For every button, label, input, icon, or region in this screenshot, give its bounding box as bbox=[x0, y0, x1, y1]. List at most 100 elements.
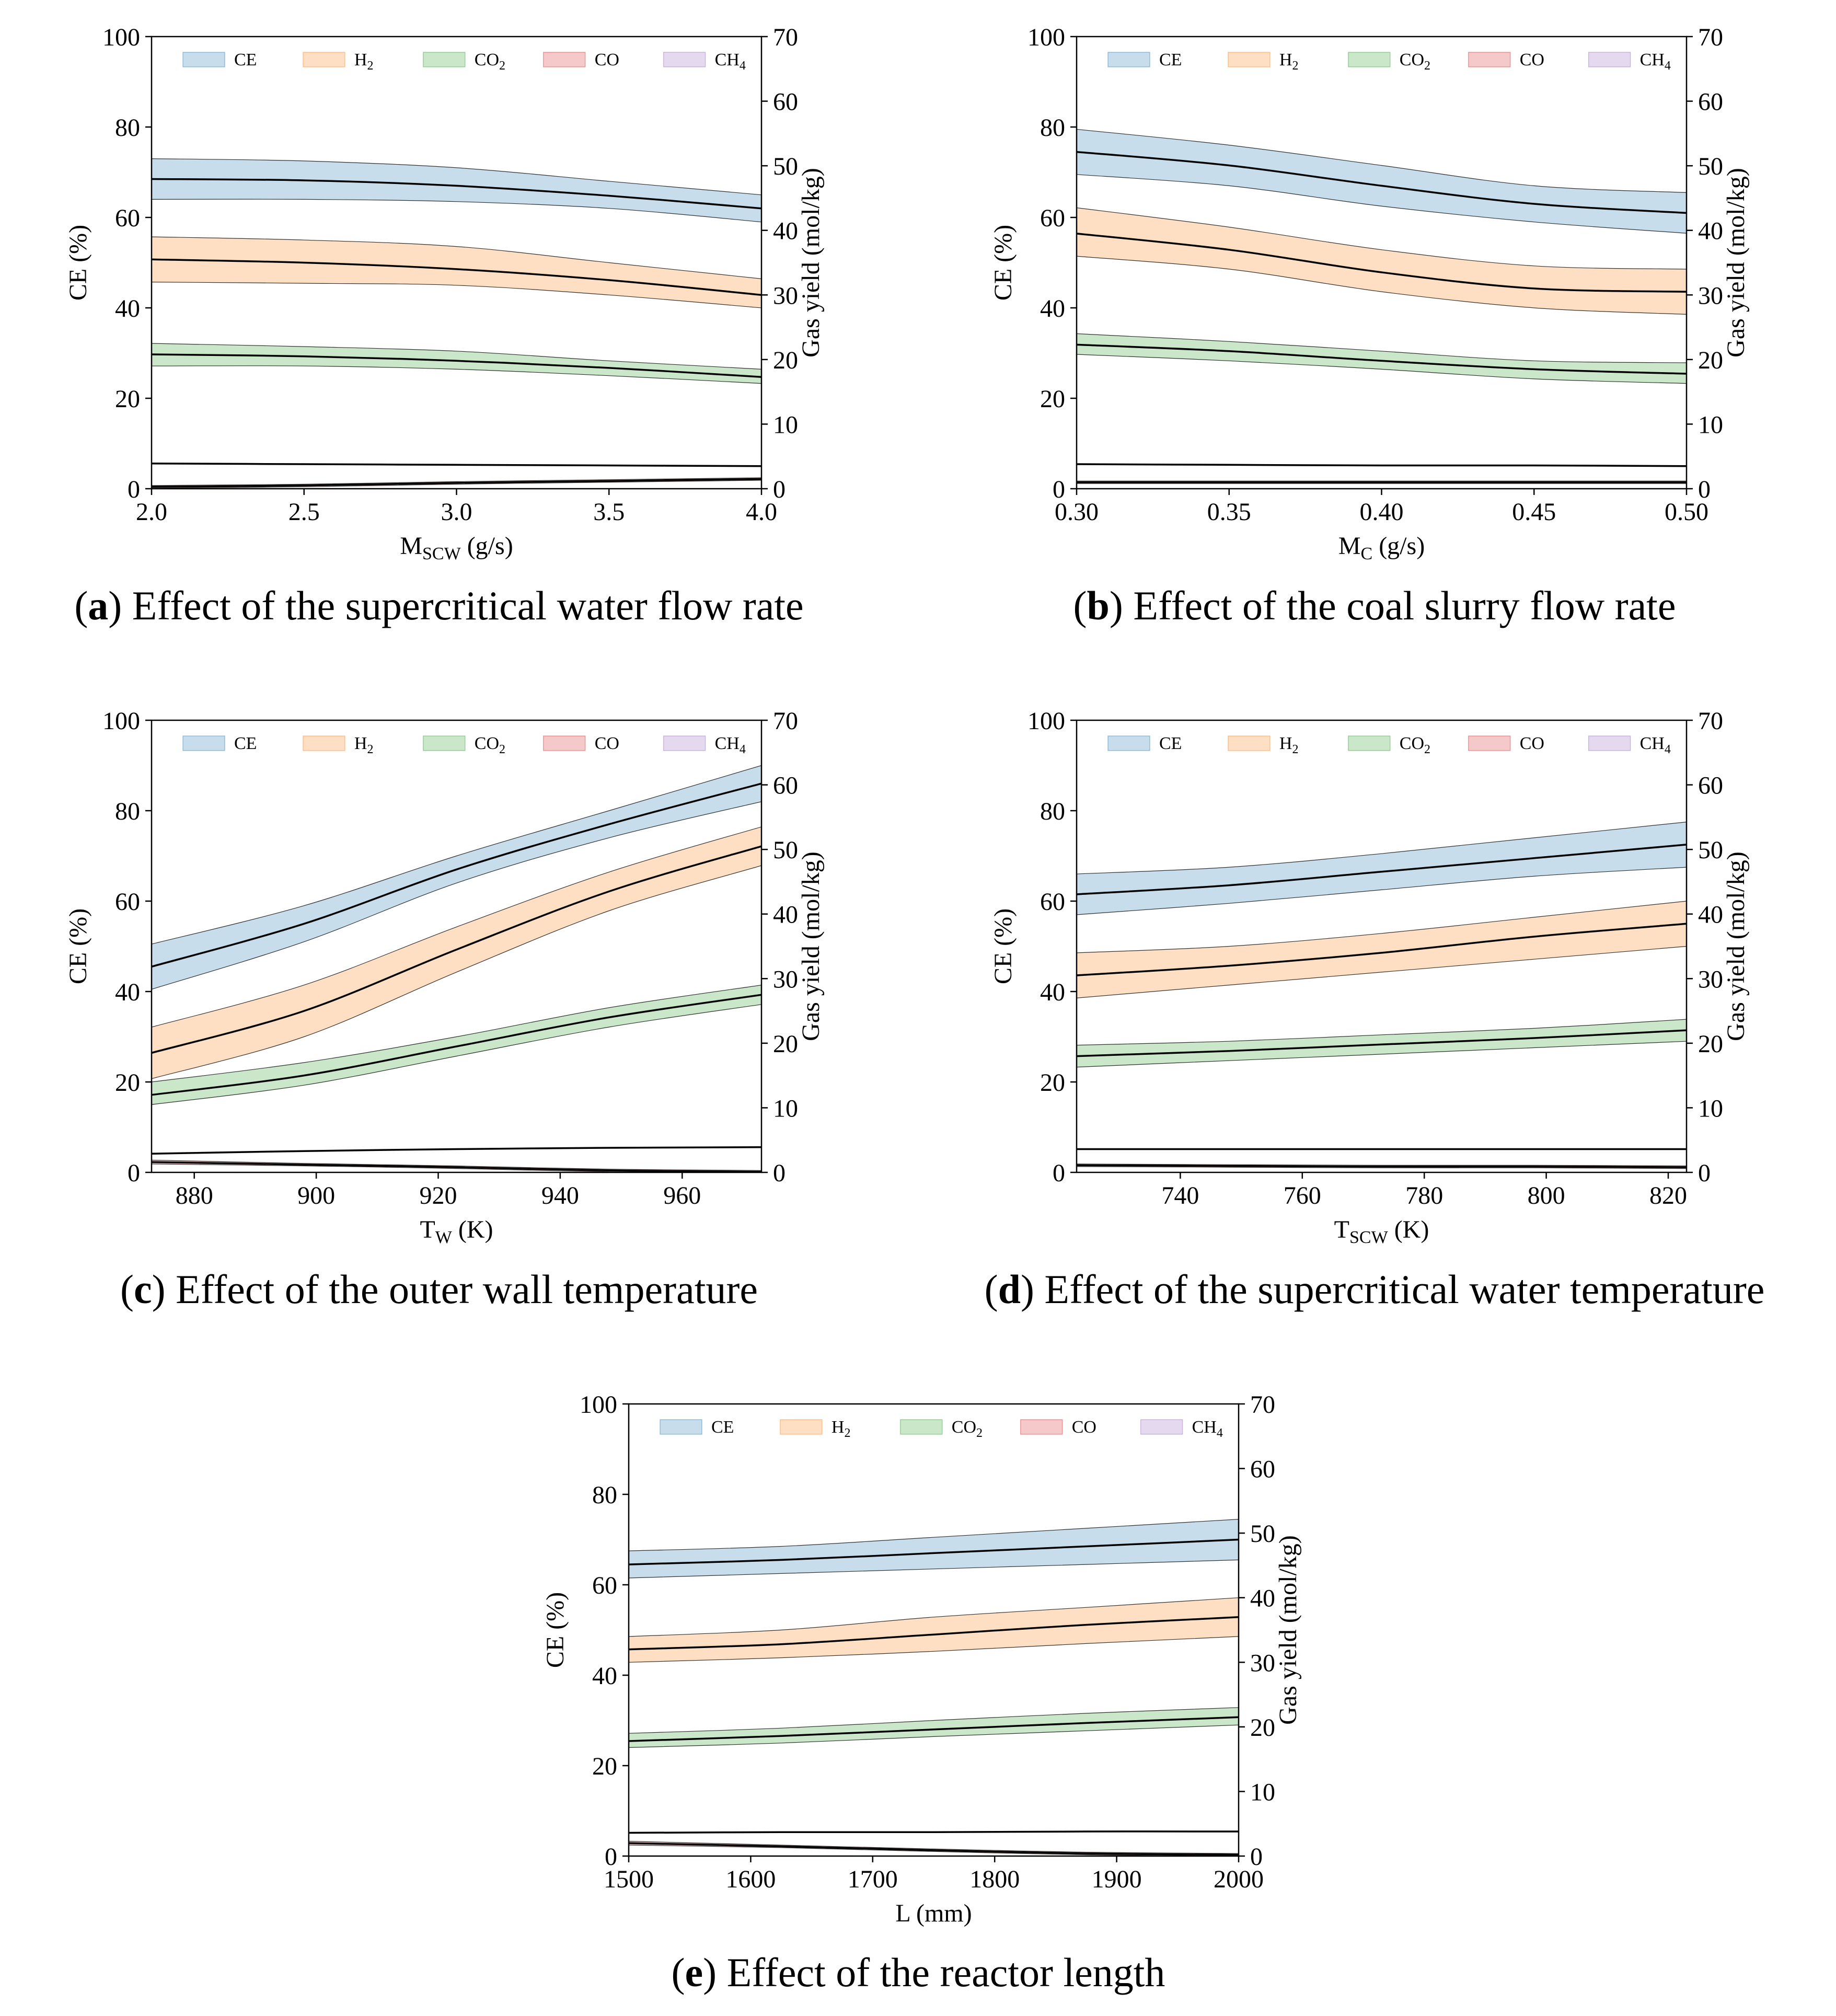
x-axis-label: TW (K) bbox=[420, 1216, 493, 1247]
legend: CE H2​ CO2​ CO CH4​ bbox=[1107, 50, 1671, 73]
x-tick-label: 2000 bbox=[1214, 1865, 1264, 1893]
y-right-tick-label: 20 bbox=[773, 1030, 798, 1058]
mean-line-h2 bbox=[629, 1616, 1239, 1651]
mean-line-ch4 bbox=[152, 463, 761, 467]
y-left-tick-label: 100 bbox=[1027, 24, 1065, 51]
y-right-tick-label: 70 bbox=[1698, 24, 1723, 51]
y-right-tick-label: 30 bbox=[1698, 282, 1723, 309]
x-tick-label: 2.5 bbox=[288, 498, 320, 526]
y-right-tick-label: 40 bbox=[1698, 217, 1723, 245]
y-right-tick-label: 60 bbox=[1698, 772, 1723, 800]
legend-label: H2​ bbox=[354, 50, 374, 73]
band-lower-h2 bbox=[629, 1636, 1239, 1663]
band-upper-co bbox=[1077, 1163, 1687, 1167]
y-right-tick-label: 30 bbox=[773, 282, 798, 309]
y-left-tick-label: 0 bbox=[1053, 476, 1065, 503]
panel-caption: (b) Effect of the coal slurry flow rate bbox=[1073, 583, 1676, 628]
mean-line-h2 bbox=[1077, 233, 1687, 293]
panel-caption: (e) Effect of the reactor length bbox=[672, 1950, 1165, 1995]
band-h2 bbox=[152, 237, 761, 308]
y-left-tick-label: 40 bbox=[115, 295, 140, 322]
chart-panel-a: 2.0 2.5 3.0 3.5 4.00204060801000102030405060… bbox=[64, 24, 825, 628]
legend-swatch bbox=[182, 52, 225, 67]
y-right-tick-label: 60 bbox=[1250, 1456, 1275, 1483]
x-tick-label: 960 bbox=[663, 1182, 701, 1209]
y-right-tick-label: 10 bbox=[1698, 411, 1723, 439]
band-co2 bbox=[629, 1707, 1239, 1748]
x-tick-label: 940 bbox=[541, 1182, 579, 1209]
y-right-tick-label: 70 bbox=[1250, 1391, 1275, 1419]
x-tick-label: 820 bbox=[1649, 1182, 1687, 1209]
x-tick-label: 920 bbox=[419, 1182, 457, 1209]
legend-label: H2​ bbox=[1279, 734, 1299, 756]
x-tick-label: 4.0 bbox=[746, 498, 777, 526]
legend-label: H2​ bbox=[1279, 50, 1299, 73]
plot-frame bbox=[151, 719, 763, 1173]
band-lower-co bbox=[1077, 1166, 1687, 1169]
band-upper-ce bbox=[1077, 822, 1687, 874]
legend-swatch bbox=[1468, 52, 1511, 67]
x-tick-label: 780 bbox=[1405, 1182, 1443, 1209]
band-co2 bbox=[1077, 1019, 1687, 1067]
band-lower-co2 bbox=[1077, 354, 1687, 384]
band-upper-ce bbox=[629, 1519, 1239, 1551]
legend: CE H2​ CO2​ CO CH4​ bbox=[182, 734, 746, 756]
band-lower-co bbox=[629, 1845, 1239, 1856]
y-left-tick-label: 80 bbox=[592, 1481, 617, 1509]
y-left-tick-label: 20 bbox=[592, 1753, 617, 1780]
mean-line-co2 bbox=[629, 1716, 1239, 1742]
legend-swatch bbox=[1588, 52, 1631, 67]
y-right-tick-label: 10 bbox=[1250, 1778, 1275, 1806]
legend-swatch bbox=[303, 735, 345, 751]
y-right-axis-label: Gas yield (mol/kg) bbox=[797, 851, 825, 1041]
band-upper-co2 bbox=[1077, 333, 1687, 363]
y-right-tick-label: 50 bbox=[773, 836, 798, 864]
legend-swatch bbox=[423, 735, 466, 751]
legend-swatch bbox=[1348, 52, 1391, 67]
y-right-tick-label: 40 bbox=[773, 901, 798, 929]
panel-caption: (c) Effect of the outer wall temperature bbox=[120, 1266, 758, 1312]
mean-line-co bbox=[152, 1161, 761, 1172]
plot-frame bbox=[1076, 719, 1688, 1173]
y-left-axis-label: CE (%) bbox=[64, 908, 92, 984]
mean-line-ce bbox=[152, 782, 761, 968]
y-left-tick-label: 60 bbox=[1040, 204, 1065, 232]
plot-area bbox=[152, 158, 761, 489]
x-axis-label: MC (g/s) bbox=[1338, 532, 1425, 563]
mean-line-co bbox=[629, 1842, 1239, 1856]
legend-label: CE bbox=[234, 50, 257, 70]
x-tick-label: 740 bbox=[1161, 1182, 1199, 1209]
x-axis-label: MSCW (g/s) bbox=[400, 532, 513, 563]
y-left-tick-label: 60 bbox=[115, 888, 140, 916]
legend-label: CO2​ bbox=[475, 50, 505, 73]
y-right-tick-label: 70 bbox=[1698, 707, 1723, 735]
band-lower-ce bbox=[629, 1559, 1239, 1579]
y-right-tick-label: 10 bbox=[773, 411, 798, 439]
x-tick-label: 1900 bbox=[1092, 1865, 1142, 1893]
band-h2 bbox=[1077, 901, 1687, 998]
x-tick-label: 760 bbox=[1284, 1182, 1321, 1209]
legend-label: CO2​ bbox=[952, 1418, 983, 1440]
y-right-tick-label: 60 bbox=[773, 772, 798, 800]
legend: CE H2​ CO2​ CO CH4​ bbox=[660, 1418, 1223, 1440]
y-right-tick-label: 10 bbox=[1698, 1095, 1723, 1122]
mean-line-ce bbox=[152, 178, 761, 210]
band-upper-co2 bbox=[1077, 1019, 1687, 1046]
legend-swatch bbox=[780, 1419, 823, 1435]
mean-line-ce bbox=[629, 1538, 1239, 1565]
y-left-tick-label: 80 bbox=[1040, 114, 1065, 142]
x-axis-label: L (mm) bbox=[895, 1899, 972, 1927]
band-upper-co2 bbox=[152, 343, 761, 370]
band-upper-ce bbox=[152, 765, 761, 944]
y-left-tick-label: 100 bbox=[1027, 707, 1065, 735]
legend-swatch bbox=[660, 1419, 702, 1435]
x-tick-label: 0.30 bbox=[1055, 498, 1099, 526]
mean-line-ch4 bbox=[1077, 463, 1687, 467]
band-upper-co2 bbox=[629, 1707, 1239, 1734]
legend-label: H2​ bbox=[354, 734, 374, 756]
band-lower-h2 bbox=[152, 865, 761, 1079]
y-right-tick-label: 50 bbox=[773, 153, 798, 180]
y-left-tick-label: 80 bbox=[115, 798, 140, 825]
y-right-tick-label: 0 bbox=[1250, 1843, 1263, 1871]
